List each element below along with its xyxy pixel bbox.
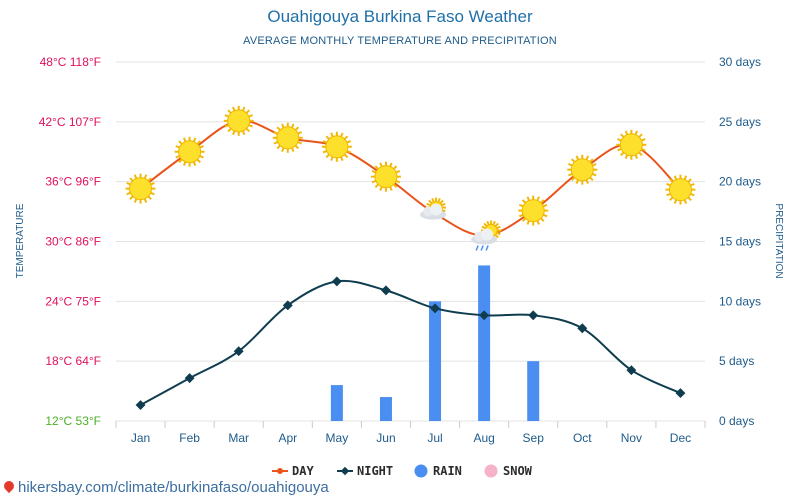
- x-tick-label: Jul: [427, 431, 442, 445]
- rain-bar: [379, 397, 392, 421]
- y-left-tick-label: 24°C 75°F: [45, 294, 101, 308]
- legend-marker: [484, 464, 498, 478]
- night-point: [626, 365, 637, 376]
- sun-disc: [619, 133, 643, 157]
- y-left-tick-label: 12°C 53°F: [45, 414, 101, 428]
- night-point: [675, 388, 686, 399]
- x-tick-label: Jan: [131, 431, 150, 445]
- night-point: [430, 303, 440, 314]
- x-tick-label: Feb: [179, 431, 200, 445]
- sun-disc: [227, 109, 251, 133]
- y-right-tick-label: 5 days: [719, 354, 754, 368]
- night-point: [135, 400, 146, 410]
- legend-marker: [414, 464, 428, 478]
- sun-disc: [570, 158, 594, 182]
- y-right-tick-label: 20 days: [719, 175, 761, 189]
- cloud-part: [430, 203, 443, 216]
- rain-drop: [480, 245, 484, 251]
- sun-icon: [125, 173, 156, 204]
- x-tick-label: Oct: [573, 431, 592, 445]
- legend-label: DAY: [292, 464, 314, 478]
- night-temperature-line: [140, 279, 681, 406]
- day-temperature-line: [139, 119, 682, 237]
- sun-icon: [272, 122, 303, 153]
- y-left-tick-label: 18°C 64°F: [45, 354, 101, 368]
- x-tick-label: Apr: [278, 431, 297, 445]
- x-tick-label: Mar: [228, 431, 249, 445]
- partly-cloudy-icon: [420, 197, 447, 220]
- chart-subtitle: AVERAGE MONTHLY TEMPERATURE AND PRECIPIT…: [243, 35, 557, 47]
- rain-bar: [527, 361, 540, 421]
- y-left-tick-label: 48°C 118°F: [40, 55, 101, 69]
- sun-icon: [370, 161, 401, 192]
- night-point: [381, 285, 391, 296]
- legend-marker: [277, 468, 283, 474]
- sun-icon: [174, 136, 205, 167]
- night-point: [479, 310, 490, 321]
- location-pin-icon: [1, 478, 17, 494]
- night-point: [233, 346, 244, 357]
- partly-cloudy-rain-icon: [471, 220, 502, 251]
- legend: DAY NIGHT RAIN SNOW: [272, 464, 533, 478]
- rain-bar: [429, 301, 442, 421]
- cloud-shape: [471, 228, 498, 245]
- sun-icon: [616, 129, 647, 160]
- rain-drop: [475, 245, 479, 251]
- night-point: [528, 310, 539, 321]
- sun-disc: [178, 140, 202, 164]
- sun-disc: [521, 199, 545, 223]
- sun-disc: [668, 178, 692, 202]
- legend-item-rain: RAIN: [414, 464, 462, 478]
- footer-url: hikersbay.com/climate/burkinafaso/ouahig…: [18, 479, 329, 496]
- sun-icon: [223, 105, 254, 136]
- legend-item-snow: SNOW: [484, 464, 533, 478]
- footer-link[interactable]: hikersbay.com/climate/burkinafaso/ouahig…: [1, 478, 329, 496]
- y-left-axis-label: TEMPERATURE: [15, 203, 26, 278]
- sun-disc: [374, 165, 398, 189]
- y-left-tick-label: 36°C 96°F: [45, 175, 101, 189]
- y-left-tick-label: 42°C 107°F: [39, 115, 101, 129]
- cloud-shape: [420, 203, 447, 220]
- x-tick-label: May: [326, 431, 349, 445]
- legend-marker: [340, 466, 350, 476]
- sun-icon: [518, 195, 549, 226]
- sun-icon: [321, 131, 352, 162]
- x-tick-label: Aug: [473, 431, 494, 445]
- sun-icon: [567, 154, 598, 185]
- cloud-part: [481, 228, 494, 241]
- x-tick-label: Jun: [376, 431, 395, 445]
- sun-disc: [276, 126, 300, 150]
- sun-disc: [129, 177, 153, 201]
- y-right-tick-label: 30 days: [719, 55, 761, 69]
- y-right-tick-label: 25 days: [719, 115, 761, 129]
- y-right-tick-label: 10 days: [719, 294, 761, 308]
- x-tick-label: Sep: [523, 431, 545, 445]
- rain-drop: [485, 245, 489, 251]
- sun-icon: [665, 174, 696, 205]
- x-tick-label: Dec: [670, 431, 691, 445]
- chart-title: Ouahigouya Burkina Faso Weather: [267, 7, 533, 26]
- y-right-axis-label: PRECIPITATION: [773, 203, 784, 278]
- y-right-tick-label: 15 days: [719, 235, 761, 249]
- night-point: [282, 300, 293, 311]
- legend-label: RAIN: [433, 464, 462, 478]
- night-point: [184, 373, 195, 384]
- y-right-tick-label: 0 days: [719, 414, 754, 428]
- legend-item-day: DAY: [272, 464, 314, 478]
- y-left-tick-label: 30°C 86°F: [45, 235, 101, 249]
- rain-bar: [478, 265, 491, 421]
- night-point: [577, 323, 588, 334]
- rain-bar: [330, 385, 343, 421]
- night-point: [331, 276, 342, 287]
- x-tick-label: Nov: [621, 431, 642, 445]
- sun-disc: [325, 135, 349, 159]
- legend-label: SNOW: [503, 464, 533, 478]
- legend-label: NIGHT: [357, 464, 393, 478]
- legend-item-night: NIGHT: [337, 464, 393, 478]
